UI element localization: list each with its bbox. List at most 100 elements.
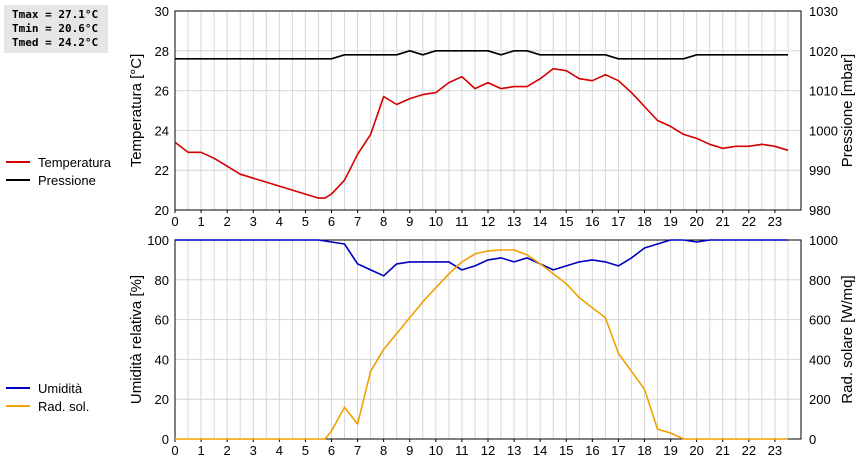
- x-tick-label: 3: [250, 443, 257, 458]
- series-line-temperatura: [174, 67, 789, 199]
- tmed-value: Tmed = 24.2°C: [12, 36, 99, 49]
- x-tick-label: 18: [637, 214, 651, 229]
- y2-tick-label: 980: [809, 203, 831, 218]
- x-tick-label: 14: [533, 214, 547, 229]
- y-tick-label: 22: [155, 163, 169, 178]
- legend-item-temperature: Temperatura: [6, 153, 111, 171]
- x-tick-label: 11: [455, 443, 469, 458]
- y2-tick-label: 990: [809, 163, 831, 178]
- legend-swatch: [6, 179, 30, 181]
- y-tick-label: 20: [155, 203, 169, 218]
- x-tick-label: 1: [197, 214, 204, 229]
- chart-panel-1: 0 1 2 3 4 5 6 7 8 9 10 11 12 13 14 15 16 17 18 19 20 21 22 2302…: [128, 233, 856, 458]
- x-tick-label: 1: [197, 443, 204, 458]
- y2-axis-label: Pressione [mbar]: [839, 54, 856, 167]
- legend-bottom: Umidità Rad. sol.: [6, 379, 89, 415]
- legend-swatch: [6, 387, 30, 389]
- y-tick-label: 20: [155, 392, 169, 407]
- x-tick-label: 5: [302, 214, 309, 229]
- tmin-value: Tmin = 20.6°C: [12, 22, 99, 35]
- legend-label: Temperatura: [38, 154, 111, 170]
- x-tick-label: 19: [663, 443, 677, 458]
- x-tick-label: 4: [276, 214, 283, 229]
- x-tick-label: 9: [406, 443, 413, 458]
- x-tick-label: 21: [716, 443, 730, 458]
- y2-tick-label: 0: [809, 432, 816, 447]
- x-tick-label: 15: [559, 214, 573, 229]
- x-tick-label: 17: [611, 443, 625, 458]
- x-tick-label: 2: [224, 214, 231, 229]
- stats-box: Tmax = 27.1°C Tmin = 20.6°C Tmed = 24.2°…: [4, 5, 108, 53]
- legend-item-pressure: Pressione: [6, 171, 111, 189]
- x-tick-label: 16: [585, 214, 599, 229]
- series-line-rad-sol: [175, 249, 788, 440]
- y-tick-label: 28: [155, 44, 169, 59]
- x-tick-label: 17: [611, 214, 625, 229]
- legend-swatch: [6, 405, 30, 407]
- legend-item-solar-radiation: Rad. sol.: [6, 397, 89, 415]
- x-tick-label: 12: [481, 443, 495, 458]
- y-tick-label: 60: [155, 313, 169, 328]
- y2-axis-label: Rad. solare [W/mq]: [839, 275, 856, 403]
- y-tick-label: 0: [162, 432, 169, 447]
- x-tick-label: 6: [328, 443, 335, 458]
- series-line-pressione: [175, 49, 788, 60]
- y-tick-label: 30: [155, 4, 169, 19]
- chart-panel-0: 0 1 2 3 4 5 6 7 8 9 10 11 12 13 14 15 16 17 18 19 20 21 22 2320…: [128, 4, 856, 229]
- x-tick-label: 23: [768, 214, 782, 229]
- y-axis-label: Umidità relativa [%]: [128, 275, 145, 404]
- x-tick-label: 10: [429, 443, 443, 458]
- legend-label: Rad. sol.: [38, 398, 90, 414]
- x-tick-label: 10: [429, 214, 443, 229]
- x-tick-label: 7: [354, 214, 361, 229]
- y2-tick-label: 1000: [809, 233, 838, 248]
- x-tick-label: 20: [689, 214, 703, 229]
- x-tick-label: 6: [328, 214, 335, 229]
- x-tick-label: 0: [171, 443, 178, 458]
- tmax-value: Tmax = 27.1°C: [12, 8, 99, 21]
- legend-label: Pressione: [38, 172, 96, 188]
- y-tick-label: 24: [155, 123, 169, 138]
- y2-tick-label: 1010: [809, 84, 838, 99]
- y-tick-label: 100: [147, 233, 169, 248]
- x-tick-label: 7: [354, 443, 361, 458]
- y-tick-label: 80: [155, 273, 169, 288]
- y2-tick-label: 1030: [809, 4, 838, 19]
- x-tick-label: 16: [585, 443, 599, 458]
- x-tick-label: 15: [559, 443, 573, 458]
- y2-tick-label: 800: [809, 273, 831, 288]
- x-tick-label: 5: [302, 443, 309, 458]
- legend-item-humidity: Umidità: [6, 379, 89, 397]
- x-tick-label: 4: [276, 443, 283, 458]
- legend-label: Umidità: [38, 380, 83, 396]
- series-line-umidit: [175, 239, 788, 277]
- y-tick-label: 26: [155, 84, 169, 99]
- x-tick-label: 3: [250, 214, 257, 229]
- x-tick-label: 12: [481, 214, 495, 229]
- x-tick-label: 9: [406, 214, 413, 229]
- y2-tick-label: 200: [809, 392, 831, 407]
- y-axis-label: Temperatura [°C]: [128, 54, 145, 168]
- x-tick-label: 11: [455, 214, 469, 229]
- legend-swatch: [6, 161, 30, 163]
- x-tick-label: 8: [380, 214, 387, 229]
- x-tick-label: 2: [224, 443, 231, 458]
- x-tick-label: 19: [663, 214, 677, 229]
- y-tick-label: 40: [155, 352, 169, 367]
- x-tick-label: 22: [742, 443, 756, 458]
- x-tick-label: 0: [171, 214, 178, 229]
- x-tick-label: 13: [507, 443, 521, 458]
- x-tick-label: 22: [742, 214, 756, 229]
- x-tick-label: 13: [507, 214, 521, 229]
- x-tick-label: 18: [637, 443, 651, 458]
- x-tick-label: 23: [768, 443, 782, 458]
- x-tick-label: 21: [716, 214, 730, 229]
- y2-tick-label: 1000: [809, 123, 838, 138]
- x-tick-label: 20: [689, 443, 703, 458]
- legend-top: Temperatura Pressione: [6, 153, 111, 189]
- y2-tick-label: 600: [809, 313, 831, 328]
- x-tick-label: 14: [533, 443, 547, 458]
- y2-tick-label: 1020: [809, 44, 838, 59]
- y2-tick-label: 400: [809, 352, 831, 367]
